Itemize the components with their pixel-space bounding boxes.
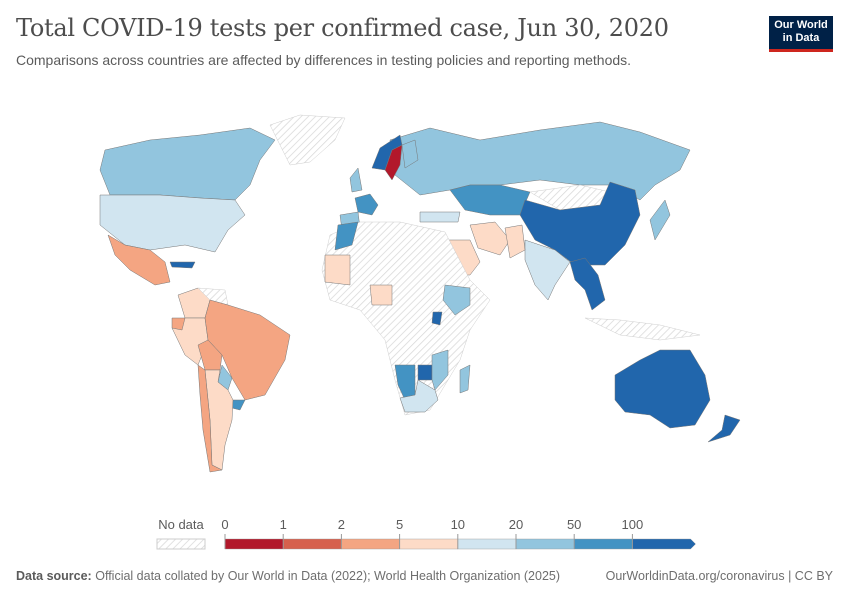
- country-iran[interactable]: [469, 221, 511, 256]
- owid-logo[interactable]: Our World in Data: [769, 16, 833, 52]
- legend-tick-label: 1: [279, 517, 287, 532]
- country-france[interactable]: [354, 193, 379, 216]
- country-china[interactable]: [519, 181, 641, 266]
- country-indonesia[interactable]: [584, 317, 701, 341]
- country-finland[interactable]: [401, 139, 419, 169]
- legend-tick-label: 2: [337, 517, 346, 532]
- data-source: Data source: Official data collated by O…: [16, 569, 560, 583]
- country-australia[interactable]: [614, 349, 711, 429]
- country-myanmar-thailand[interactable]: [569, 257, 606, 311]
- country-uruguay[interactable]: [231, 399, 246, 411]
- country-namibia[interactable]: [394, 364, 416, 401]
- country-cuba[interactable]: [169, 261, 196, 269]
- chart-title: Total COVID-19 tests per confirmed case,…: [16, 14, 669, 42]
- country-japan[interactable]: [649, 199, 671, 241]
- color-legend: [156, 534, 696, 550]
- country-mauritania-mali[interactable]: [324, 254, 351, 286]
- country-bolivia[interactable]: [197, 339, 223, 371]
- country-mexico[interactable]: [107, 234, 171, 286]
- country-canada[interactable]: [99, 127, 276, 201]
- legend-swatch-20-50: [515, 538, 575, 550]
- country-south-africa[interactable]: [399, 379, 439, 413]
- legend-no-data-label: No data: [158, 517, 204, 532]
- legend-tick-label: 50: [566, 517, 582, 532]
- legend-swatch-5-10: [399, 538, 459, 550]
- legend-swatch-50-100: [574, 538, 633, 550]
- data-source-label: Data source:: [16, 569, 92, 583]
- country-new-zealand[interactable]: [707, 414, 741, 443]
- legend-no-data-swatch: [156, 538, 206, 550]
- country-zimbabwe[interactable]: [417, 364, 433, 381]
- country-madagascar[interactable]: [459, 364, 471, 394]
- legend-swatch-10-20: [457, 538, 517, 550]
- legend-tick-label: 0: [221, 517, 229, 532]
- country-ethiopia[interactable]: [442, 284, 471, 316]
- country-russia[interactable]: [389, 121, 691, 201]
- country-india[interactable]: [524, 239, 571, 301]
- legend-swatch-gt100: [632, 538, 696, 550]
- country-rwanda[interactable]: [431, 311, 443, 326]
- legend-tick-label: 20: [508, 517, 524, 532]
- legend-swatch-0-1: [224, 538, 284, 550]
- country-kazakhstan[interactable]: [449, 184, 531, 216]
- country-turkey[interactable]: [419, 211, 461, 223]
- country-nigeria[interactable]: [369, 284, 393, 306]
- country-morocco[interactable]: [334, 221, 359, 251]
- legend-tick-label: 100: [621, 517, 644, 532]
- country-pakistan[interactable]: [504, 224, 526, 259]
- country-united-states[interactable]: [99, 194, 246, 253]
- legend-swatch-1-2: [283, 538, 342, 550]
- country-chile[interactable]: [197, 364, 223, 473]
- chart-subtitle: Comparisons across countries are affecte…: [16, 52, 632, 68]
- legend-tick-label: 10: [450, 517, 466, 532]
- country-greenland[interactable]: [269, 114, 346, 166]
- legend-tick-label: 5: [395, 517, 404, 532]
- data-source-text: Official data collated by Our World in D…: [95, 569, 561, 583]
- country-mozambique[interactable]: [431, 349, 449, 391]
- country-united-kingdom[interactable]: [349, 167, 363, 193]
- legend-swatch-2-5: [341, 538, 400, 550]
- source-url-link[interactable]: OurWorldinData.org/coronavirus | CC BY: [605, 569, 833, 583]
- country-ecuador[interactable]: [171, 317, 186, 331]
